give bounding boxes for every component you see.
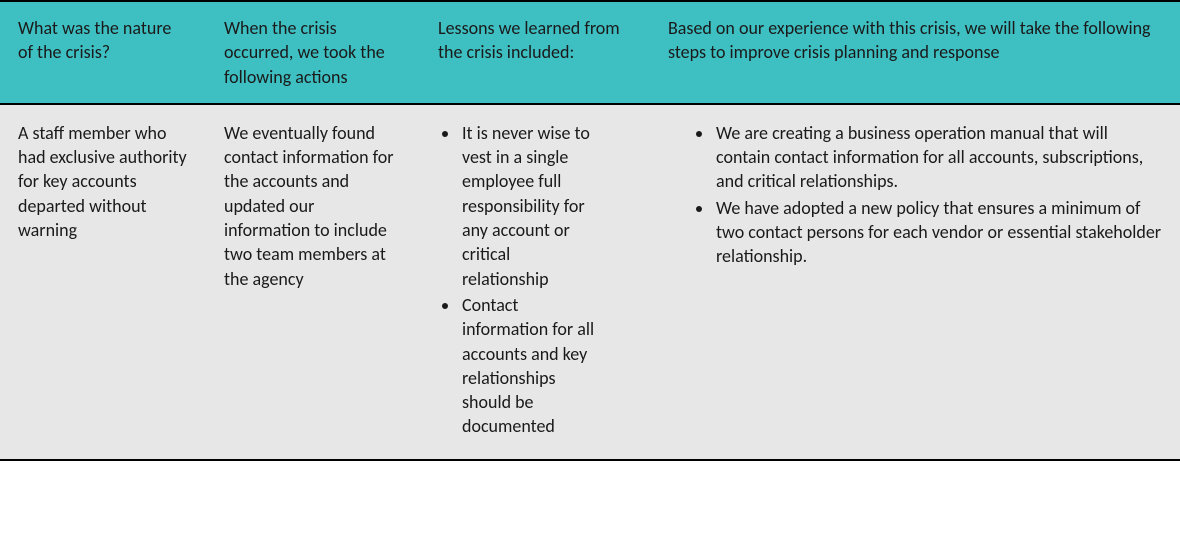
cell-actions: We eventually found contact information … [206, 104, 420, 460]
cell-nature: A staff member who had exclusive authori… [0, 104, 206, 460]
crisis-table: What was the nature of the crisis? When … [0, 0, 1180, 461]
table-header-row: What was the nature of the crisis? When … [0, 1, 1180, 104]
list-item: It is never wise to vest in a single emp… [460, 121, 598, 291]
cell-steps: We are creating a business operation man… [650, 104, 1180, 460]
lessons-list: It is never wise to vest in a single emp… [438, 121, 634, 439]
steps-list: We are creating a business operation man… [668, 121, 1164, 269]
list-item: We have adopted a new policy that ensure… [714, 196, 1164, 269]
table-row: A staff member who had exclusive authori… [0, 104, 1180, 460]
cell-lessons: It is never wise to vest in a single emp… [420, 104, 650, 460]
col-header-actions: When the crisis occurred, we took the fo… [206, 1, 420, 104]
col-header-lessons: Lessons we learned from the crisis inclu… [420, 1, 650, 104]
list-item: Contact information for all accounts and… [460, 293, 598, 439]
col-header-steps: Based on our experience with this crisis… [650, 1, 1180, 104]
col-header-nature: What was the nature of the crisis? [0, 1, 206, 104]
list-item: We are creating a business operation man… [714, 121, 1164, 194]
